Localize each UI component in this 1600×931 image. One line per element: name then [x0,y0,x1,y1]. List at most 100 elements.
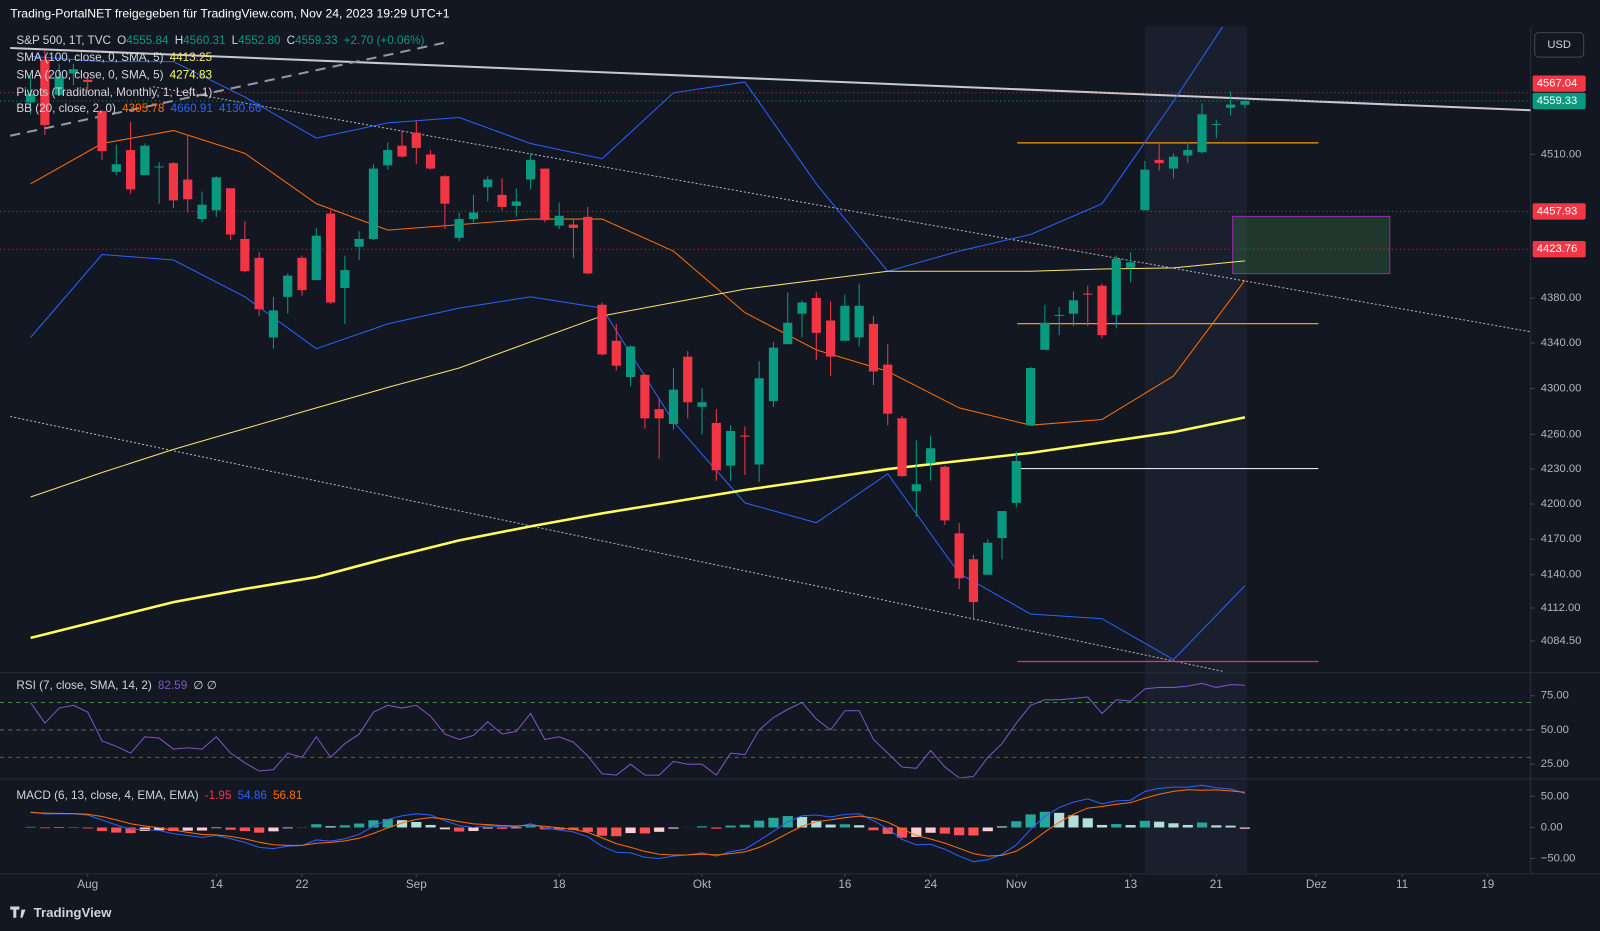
histogram-bar [154,827,165,831]
candle-body [1211,124,1221,126]
candle-body [311,235,321,281]
candle-body [597,304,607,355]
legend-item: 4560.31 [183,34,225,47]
candle-body [383,150,393,166]
legend-item: 82.59 [158,679,187,692]
legend-item: C [287,34,296,47]
histogram-bar [882,827,893,834]
histogram-bar [96,827,108,832]
histogram-bar [739,824,750,828]
candle-body [268,310,279,338]
histogram-bar [82,827,93,829]
histogram-bar [611,827,622,837]
footer [0,898,1600,931]
candle-body [1140,169,1150,211]
candle-body [997,511,1007,539]
candle-body [568,224,579,228]
legend-row: MACD (6, 13, close, 4, EMA, EMA) -1.95 54.… [16,789,302,802]
legend-item: 4552.80 [238,34,281,47]
candle-body [768,347,779,402]
candle-body [240,238,250,272]
y-tick-label: 4230.00 [1541,463,1582,475]
legend-item: SMA (100, close, 0, SMA, 5) [16,51,163,64]
y-tick-label: 4510.00 [1541,148,1582,160]
histogram-bar [225,827,236,830]
histogram-bar [1039,811,1050,828]
candle-body [583,216,593,274]
candle-body [1154,159,1164,164]
histogram-bar [382,819,393,828]
candle-body [125,150,136,190]
candle-body [1126,262,1136,268]
legend-item: 4555.84 [126,34,169,47]
candle-body [511,201,521,206]
candle-body [654,409,664,419]
legend-item: 4274.83 [170,69,212,82]
histogram-bar [839,824,850,828]
x-tick-label: 19 [1481,878,1494,891]
y-tick-label: 0.00 [1541,821,1563,833]
x-tick-label: Okt [693,878,712,891]
candle-body [83,79,93,83]
legend-item: -1.95 [205,789,232,802]
x-tick-label: 16 [838,878,851,891]
histogram-bar [125,827,136,834]
histogram-bar [1139,820,1150,828]
currency-button[interactable] [1534,32,1585,58]
price-tag-label: 4559.33 [1537,95,1578,107]
histogram-bar [25,826,36,828]
histogram-bar [168,827,179,832]
candle-body [1040,322,1050,350]
candle-body [897,418,907,477]
histogram-bar [311,824,322,828]
histogram-bar [396,820,408,828]
histogram-bar [896,827,908,838]
y-tick-label: −50.00 [1541,853,1576,865]
price-tag [1532,75,1586,92]
histogram-bar [811,820,822,828]
candle-body [668,389,679,425]
candle-body [197,204,207,220]
histogram-bar [439,827,450,830]
legend-item: 56.81 [273,789,302,802]
main-pane [0,26,1531,661]
histogram-bar [1011,821,1022,828]
histogram-bar [482,827,493,829]
candle-body [1097,285,1107,336]
histogram-bar [654,827,665,832]
legend-item: L [232,34,239,47]
histogram-bar [596,827,608,836]
histogram-bar [954,827,965,836]
legend-row: RSI (7, close, SMA, 14, 2) 82.59 ∅ ∅ [16,679,217,692]
legends: S&P 500, 1T, TVC O4555.84 H4560.31 L4552.80… [16,34,424,802]
legend-row: SMA (200, close, 0, SMA, 5) 4274.83 [16,69,212,82]
histogram-bar [625,827,636,834]
price-tag [1532,92,1586,110]
candle-body [297,257,307,291]
candle-body [425,154,436,169]
x-tick-label: 18 [553,878,567,891]
candle-body [40,59,50,126]
currency-label[interactable]: USD [1547,39,1571,51]
histogram-bar [425,824,436,828]
histogram-bar [554,827,565,830]
y-tick-label: 4170.00 [1541,533,1582,545]
candle-body [440,176,450,204]
moving-average [30,416,1246,640]
histogram-bar [1239,827,1250,829]
histogram-bar [1096,824,1108,828]
candle-body [1226,104,1236,108]
histogram-bar [454,827,465,832]
y-tick-label: 4380.00 [1541,292,1582,304]
histogram-bar [1025,814,1036,828]
candle-body [868,323,879,372]
legend-item: H [175,34,183,47]
y-tick-label: 4340.00 [1541,337,1582,349]
price-tag [1532,241,1586,258]
legend-item: RSI (7, close, SMA, 14, 2) [16,679,152,692]
histogram-bar [1168,823,1179,828]
candle-body [683,356,693,403]
bb-basis [30,130,1246,426]
legend-item: 54.86 [238,789,267,802]
